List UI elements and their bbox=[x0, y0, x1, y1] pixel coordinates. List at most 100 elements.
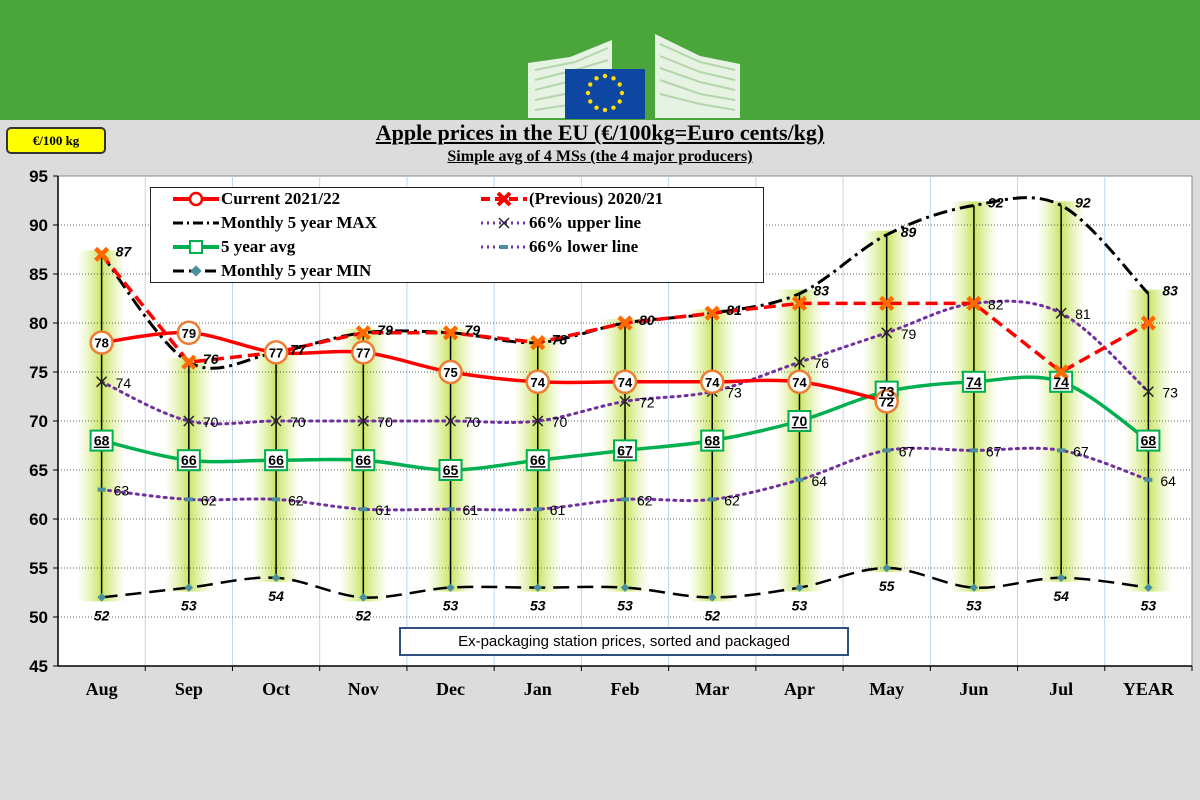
data-label-avg: 66 bbox=[530, 452, 546, 468]
point-current bbox=[438, 359, 463, 385]
legend-label-min: Monthly 5 year MIN bbox=[221, 261, 372, 280]
data-label-max: 83 bbox=[1162, 283, 1178, 299]
data-label-min: 53 bbox=[792, 598, 808, 614]
point-previous bbox=[791, 295, 808, 311]
point-min bbox=[707, 593, 717, 602]
unit-badge: €/100 kg bbox=[6, 127, 106, 154]
point-current bbox=[89, 330, 114, 355]
data-label-min: 53 bbox=[181, 598, 197, 614]
point-min bbox=[359, 593, 368, 602]
point-lower66 bbox=[272, 497, 281, 502]
data-label-lower66: 67 bbox=[986, 443, 1002, 459]
point-previous bbox=[530, 335, 546, 351]
point-previous bbox=[355, 325, 371, 341]
data-label-upper66: 70 bbox=[552, 414, 568, 430]
series-line-current bbox=[101, 330, 888, 404]
data-label-lower66: 62 bbox=[637, 492, 653, 508]
x-tick-label: Feb bbox=[611, 679, 640, 699]
point-previous bbox=[442, 325, 459, 341]
point-lower66 bbox=[446, 507, 455, 512]
point-avg bbox=[961, 370, 986, 393]
data-label-max: 77 bbox=[290, 341, 307, 357]
point-current bbox=[351, 340, 376, 365]
point-upper66 bbox=[1142, 386, 1154, 398]
chart-subtitle: Simple avg of 4 MSs (the 4 major produce… bbox=[447, 148, 753, 165]
data-label-max: 79 bbox=[465, 322, 481, 338]
point-min bbox=[969, 583, 979, 592]
data-label-avg: 74 bbox=[966, 374, 982, 390]
y-tick-label: 85 bbox=[29, 265, 48, 284]
data-label-lower66: 62 bbox=[201, 492, 217, 508]
data-label-min: 52 bbox=[356, 607, 372, 623]
point-min bbox=[795, 583, 804, 592]
x-tick-label: Apr bbox=[784, 679, 815, 699]
point-current bbox=[874, 389, 899, 414]
data-label-current: 74 bbox=[531, 375, 546, 390]
y-tick-label: 50 bbox=[29, 608, 48, 627]
data-label-upper66: 70 bbox=[290, 414, 306, 430]
point-previous bbox=[1053, 364, 1069, 380]
point-lower66 bbox=[1144, 477, 1153, 482]
y-tick-label: 65 bbox=[29, 461, 48, 480]
data-label-max: 80 bbox=[639, 312, 655, 328]
data-label-min: 54 bbox=[268, 588, 284, 604]
eu-star bbox=[617, 82, 622, 87]
data-label-avg: 68 bbox=[1141, 433, 1157, 449]
x-tick-label: Dec bbox=[436, 679, 465, 699]
x-tick-label: Sep bbox=[175, 679, 203, 699]
point-min bbox=[446, 583, 455, 592]
point-avg bbox=[613, 439, 637, 462]
point-lower66 bbox=[621, 497, 629, 502]
data-label-max: 92 bbox=[1075, 194, 1091, 210]
data-label-avg: 66 bbox=[181, 452, 197, 468]
legend-label-upper: 66% upper line bbox=[529, 213, 642, 232]
data-label-min: 52 bbox=[94, 607, 110, 623]
data-label-lower66: 63 bbox=[114, 483, 130, 499]
data-label-min: 55 bbox=[879, 578, 895, 594]
chart-title: Apple prices in the EU (€/100kg=Euro cen… bbox=[375, 120, 825, 145]
point-lower66 bbox=[359, 507, 368, 512]
point-current bbox=[263, 340, 289, 365]
legend-label-lower: 66% lower line bbox=[529, 237, 639, 256]
point-upper66 bbox=[96, 376, 108, 388]
data-label-avg: 68 bbox=[94, 433, 110, 449]
y-tick-label: 60 bbox=[29, 510, 48, 529]
y-tick-label: 55 bbox=[29, 559, 48, 578]
x-tick-label: Jun bbox=[959, 679, 988, 699]
data-label-lower66: 67 bbox=[899, 443, 915, 459]
point-lower66 bbox=[882, 448, 891, 453]
point-avg bbox=[787, 410, 812, 432]
data-label-upper66: 82 bbox=[988, 296, 1004, 312]
point-current bbox=[787, 369, 812, 395]
data-label-current: 74 bbox=[618, 375, 633, 390]
point-upper66 bbox=[793, 356, 805, 368]
eu-star bbox=[594, 76, 599, 81]
data-label-current: 77 bbox=[269, 345, 283, 360]
annotation-box: Ex-packaging station prices, sorted and … bbox=[399, 627, 849, 656]
y-tick-label: 90 bbox=[29, 216, 48, 235]
point-upper66 bbox=[1055, 307, 1067, 319]
point-current bbox=[612, 369, 638, 395]
point-current bbox=[176, 320, 202, 346]
legend-label-current: Current 2021/22 bbox=[221, 189, 341, 208]
point-min bbox=[1056, 573, 1066, 583]
point-avg bbox=[525, 449, 550, 472]
point-previous bbox=[617, 315, 633, 331]
data-label-current: 72 bbox=[879, 394, 893, 409]
data-label-max: 78 bbox=[552, 332, 568, 348]
eu-star bbox=[594, 105, 599, 110]
point-avg bbox=[1136, 429, 1161, 452]
y-tick-label: 95 bbox=[29, 167, 48, 186]
point-previous bbox=[966, 295, 982, 311]
eu-star bbox=[588, 99, 593, 104]
data-label-upper66: 81 bbox=[1075, 306, 1091, 322]
data-label-min: 53 bbox=[617, 598, 633, 614]
x-tick-label: Jan bbox=[524, 679, 552, 699]
data-label-lower66: 62 bbox=[724, 492, 740, 508]
data-label-upper66: 70 bbox=[203, 414, 219, 430]
data-label-lower66: 64 bbox=[1160, 473, 1176, 489]
point-lower66 bbox=[969, 448, 978, 453]
data-label-lower66: 62 bbox=[288, 492, 304, 508]
data-label-max: 83 bbox=[813, 283, 829, 299]
point-avg bbox=[176, 449, 201, 472]
